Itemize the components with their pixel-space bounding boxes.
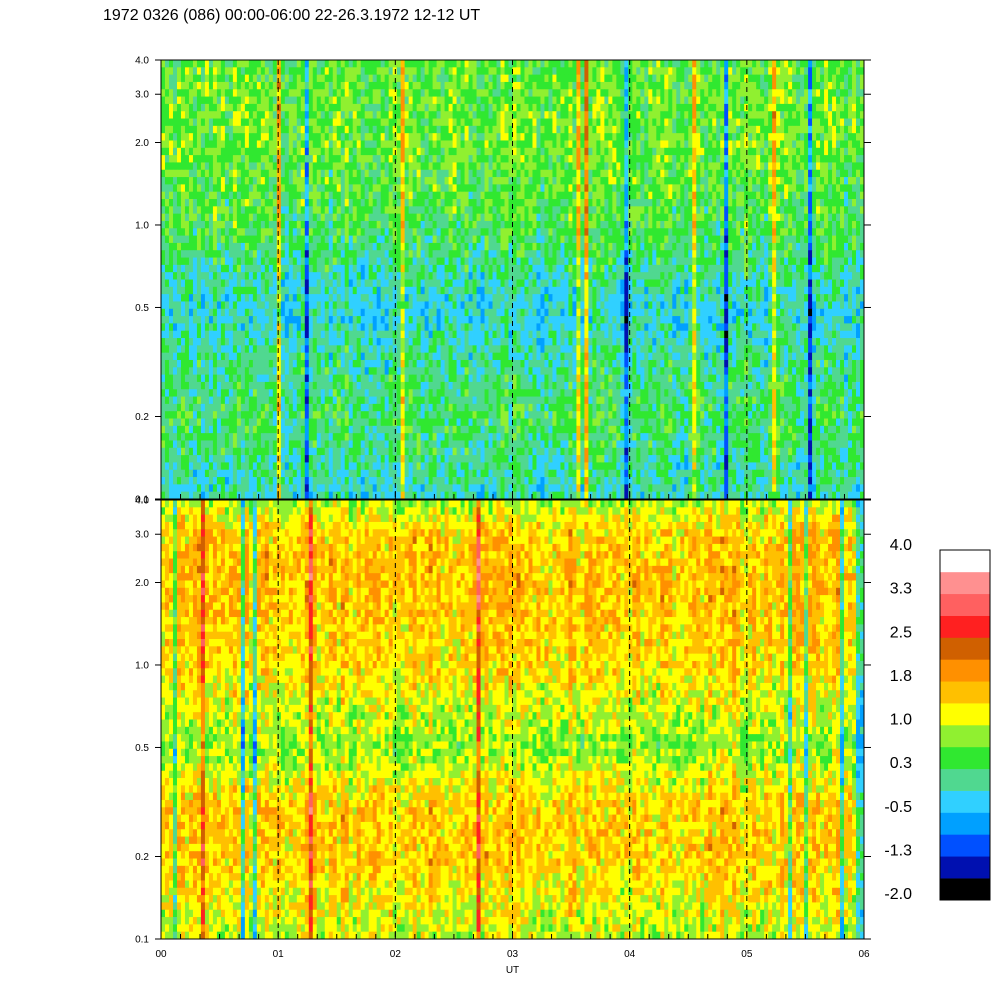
panel-upper: 4.0 3.0 2.0 1.0 0.5 0.2 0.1: [135, 56, 871, 506]
y-tick-label: 2.0: [135, 578, 149, 589]
y-tick-label: 2.0: [135, 138, 149, 149]
x-tick-label: 00: [155, 949, 167, 960]
colorbar-segment: [940, 659, 990, 682]
y-tick-label: 0.2: [135, 852, 149, 863]
x-tick-label: 05: [741, 949, 753, 960]
colorbar-segment: [940, 768, 990, 791]
y-tick-label: 0.1: [135, 935, 149, 946]
y-tick-label: 3.0: [135, 90, 149, 101]
x-tick-label: 06: [858, 949, 870, 960]
panel-lower: 4.0 3.0 2.0 1.0 0.5 0.2 0.1 00 01 02 03 04 05 06 UT: [135, 496, 871, 976]
colorbar-label: 2.5: [890, 624, 912, 641]
heatmap-cells-upper: [161, 60, 865, 500]
y-tick-label: 0.5: [135, 743, 149, 754]
colorbar-segment: [940, 571, 990, 595]
x-tick-label: 03: [507, 949, 519, 960]
y-tick-label: 1.0: [135, 660, 149, 671]
y-tick-label: 0.5: [135, 303, 149, 314]
colorbar-segment: [940, 834, 990, 857]
x-tick-label: 04: [624, 949, 636, 960]
colorbar-segment: [940, 812, 990, 835]
colorbar-label: 0.3: [890, 755, 912, 772]
colorbar-segment: [940, 878, 990, 901]
x-tick-label: 01: [273, 949, 285, 960]
colorbar-segment: [940, 725, 990, 748]
colorbar-segment: [940, 703, 990, 726]
y-tick-label: 0.2: [135, 412, 149, 423]
colorbar-label: 1.8: [890, 668, 912, 685]
colorbar-label: 4.0: [890, 537, 912, 554]
colorbar-segment: [940, 615, 990, 638]
heatmap-cells-lower: [161, 500, 865, 940]
panels: 4.03.02.01.00.50.20.14.03.02.01.00.50.20…: [135, 56, 871, 976]
colorbar: 4.0 3.3 2.5 1.8 1.0 0.3 -0.5 -1.3 -2.0: [884, 537, 991, 903]
colorbar-segment: [940, 637, 990, 660]
y-tick-label: 4.0: [135, 496, 149, 507]
colorbar-segment: [940, 593, 990, 616]
colorbar-segment: [940, 746, 990, 770]
x-tick-label: 02: [390, 949, 402, 960]
colorbar-segment: [940, 550, 990, 573]
colorbar-label: 3.3: [890, 581, 912, 598]
colorbar-frame: [939, 549, 991, 901]
y-tick-label: 0.1: [135, 495, 149, 506]
chart-title: 1972 0326 (086) 00:00-06:00 22-26.3.1972…: [103, 7, 480, 24]
y-tick-label: 1.0: [135, 220, 149, 231]
colorbar-segment: [940, 856, 990, 879]
x-axis-label: UT: [506, 965, 519, 976]
colorbar-label: -1.3: [884, 842, 912, 859]
colorbar-segment: [940, 790, 990, 813]
y-tick-label: 3.0: [135, 530, 149, 541]
colorbar-label: -0.5: [884, 799, 912, 816]
colorbar-segment: [940, 681, 990, 704]
colorbar-label: 1.0: [890, 712, 912, 729]
y-tick-label: 4.0: [135, 56, 149, 67]
colorbar-label: -2.0: [884, 886, 912, 903]
